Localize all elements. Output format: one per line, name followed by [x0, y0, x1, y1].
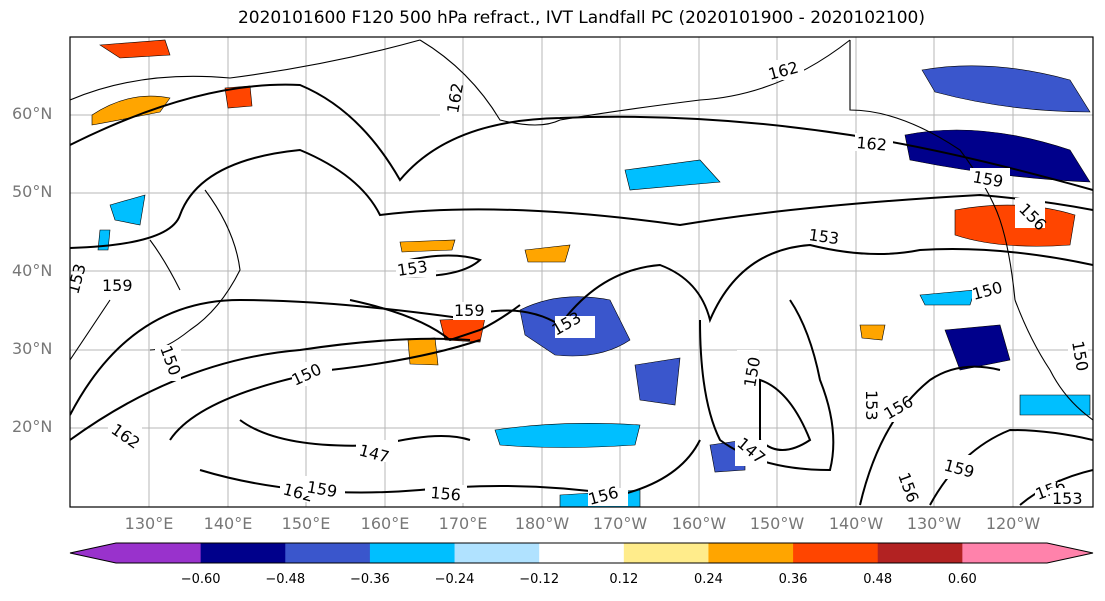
colorbar [69, 542, 1094, 564]
colorbar-tick-label: −0.48 [265, 572, 306, 587]
colorbar-outline [69, 542, 1094, 564]
longitude-label: 170°E [438, 514, 488, 533]
longitude-label: 140°W [828, 514, 884, 533]
colorbar-extend-min [70, 543, 116, 563]
latitude-label: 50°N [12, 182, 53, 201]
colorbar-segment [962, 543, 1048, 563]
colorbar-tick-label: 0.36 [778, 572, 808, 587]
colorbar-extend-max [1047, 543, 1093, 563]
longitude-label: 150°W [749, 514, 805, 533]
contour-label: 162 [856, 133, 888, 155]
colorbar-segment [623, 543, 709, 563]
contour-label: 153 [1052, 489, 1083, 508]
colorbar-tick-label: 0.60 [947, 572, 977, 587]
longitude-label: 130°W [906, 514, 962, 533]
colorbar-segment [793, 543, 879, 563]
contour-label: 156 [430, 483, 462, 505]
colorbar-segment [877, 543, 963, 563]
colorbar-segment [285, 543, 371, 563]
contour-label: 153 [862, 390, 881, 421]
longitude-label: 180°W [514, 514, 570, 533]
colorbar-segment [539, 543, 625, 563]
colorbar-segment [708, 543, 794, 563]
colorbar-tick-label: −0.12 [519, 572, 560, 587]
longitude-label: 160°E [360, 514, 410, 533]
longitude-label: 140°E [203, 514, 253, 533]
colorbar-segment [369, 543, 456, 563]
longitude-label: 120°W [985, 514, 1041, 533]
longitude-label: 150°E [281, 514, 331, 533]
contour-label: 153 [807, 225, 840, 248]
colorbar-segment [200, 543, 286, 563]
map-title: 2020101600 F120 500 hPa refract., IVT La… [237, 8, 925, 28]
longitude-label: 170°W [592, 514, 648, 533]
colorbar-tick-label: −0.60 [180, 572, 221, 587]
latitude-label: 60°N [12, 104, 53, 123]
contour-label: 159 [102, 276, 133, 295]
colorbar-segment [116, 543, 202, 563]
latitude-label: 40°N [12, 261, 53, 280]
latitude-label: 20°N [12, 417, 53, 436]
colorbar-tick-label: 0.12 [609, 572, 639, 587]
colorbar-tick-label: 0.48 [863, 572, 893, 587]
longitude-label: 160°W [671, 514, 727, 533]
colorbar-tick-label: 0.24 [693, 572, 723, 587]
longitude-label: 130°E [124, 514, 174, 533]
map-frame [69, 36, 1094, 508]
colorbar-segment [454, 543, 540, 563]
colorbar-tick-label: −0.24 [434, 572, 475, 587]
contour-label: 159 [454, 301, 485, 320]
colorbar-tick-label: −0.36 [349, 572, 390, 587]
contour-label: 153 [396, 257, 429, 280]
latitude-label: 30°N [12, 339, 53, 358]
contour-label-layer: 162 162 162 159 159 159 156 156 156 156 … [70, 58, 1092, 508]
gridlines [70, 37, 1093, 507]
